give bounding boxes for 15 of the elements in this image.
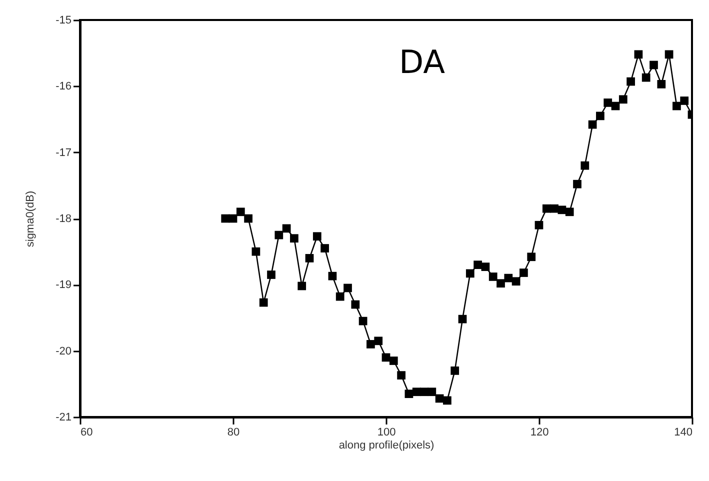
- y-tick-label: -19: [56, 279, 72, 292]
- x-tick-label: 60: [80, 426, 93, 438]
- x-tick-label: 80: [227, 426, 240, 438]
- x-tick-label: 100: [377, 426, 396, 438]
- y-tick-label: -16: [56, 80, 72, 93]
- y-tick-label: -17: [56, 146, 72, 159]
- y-tick-label: -18: [56, 213, 72, 225]
- x-tick-label: 120: [530, 426, 549, 438]
- y-tick-label: -20: [56, 345, 72, 358]
- x-axis-title: along profile(pixels): [338, 440, 434, 452]
- text: DA: [399, 43, 446, 81]
- y-tick-label: -21: [56, 412, 72, 424]
- x-tick-label: 140: [674, 426, 692, 438]
- y-axis-title: sigma0(dB): [24, 190, 37, 248]
- y-tick-label: -15: [56, 14, 72, 26]
